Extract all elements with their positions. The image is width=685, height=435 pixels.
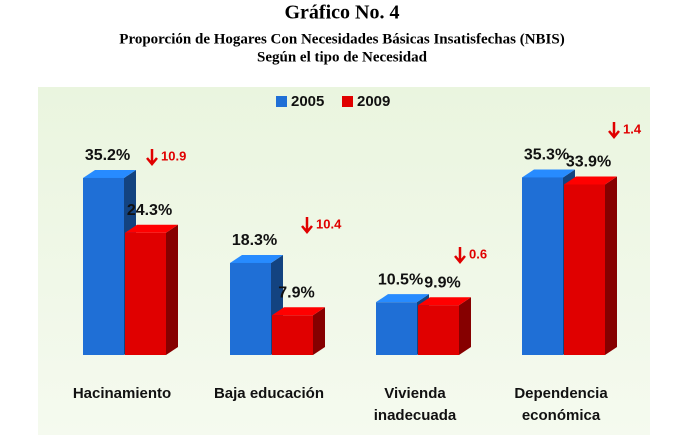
- legend-label: 2009: [357, 93, 390, 110]
- bar-top: [230, 254, 283, 263]
- data-label: 18.3%: [232, 232, 277, 249]
- data-label: 9.9%: [424, 274, 460, 291]
- data-label: 24.3%: [127, 202, 172, 219]
- change-label: 10.9: [161, 148, 186, 163]
- bar: [230, 262, 271, 355]
- bar: [376, 302, 417, 355]
- bar-top: [83, 169, 136, 178]
- legend-swatch: [276, 96, 287, 107]
- x-tick-label: Baja educación: [213, 385, 325, 402]
- bar-top: [125, 224, 178, 233]
- down-arrow: [454, 247, 466, 264]
- bar-top: [418, 297, 471, 306]
- data-label: 7.9%: [278, 284, 314, 301]
- chart-subtitle: Según el tipo de Necesidad: [257, 49, 428, 65]
- legend-swatch: [342, 96, 353, 107]
- down-arrow: [608, 122, 620, 139]
- bar: [522, 177, 563, 355]
- x-tick-label: Hacinamiento: [72, 385, 172, 402]
- chart-subtitle: Proporción de Hogares Con Necesidades Bá…: [119, 31, 564, 47]
- bar: [418, 305, 459, 355]
- chart-title: Gráfico No. 4: [285, 2, 400, 24]
- data-label: 35.2%: [85, 147, 130, 164]
- bar-side: [313, 307, 325, 355]
- down-arrow: [146, 149, 158, 166]
- x-tick-label: Dependencia económica: [514, 385, 608, 424]
- down-arrow: [301, 217, 313, 234]
- bar: [83, 177, 124, 355]
- bar: [125, 232, 166, 355]
- data-label: 35.3%: [524, 147, 569, 164]
- bar: [564, 184, 605, 355]
- bar-top: [272, 307, 325, 316]
- change-label: 1.4: [623, 121, 642, 136]
- data-label: 10.5%: [378, 271, 423, 288]
- data-label: 33.9%: [566, 154, 611, 171]
- legend-label: 2005: [291, 93, 324, 110]
- bar-side: [459, 297, 471, 355]
- change-label: 10.4: [316, 216, 342, 231]
- change-label: 0.6: [469, 246, 487, 261]
- bar-top: [564, 176, 617, 185]
- bar-top: [522, 169, 575, 178]
- bar: [272, 315, 313, 355]
- bar-top: [376, 294, 429, 303]
- x-tick-label: Vivienda inadecuada: [373, 385, 457, 424]
- bar-side: [605, 176, 617, 355]
- bar-side: [166, 224, 178, 355]
